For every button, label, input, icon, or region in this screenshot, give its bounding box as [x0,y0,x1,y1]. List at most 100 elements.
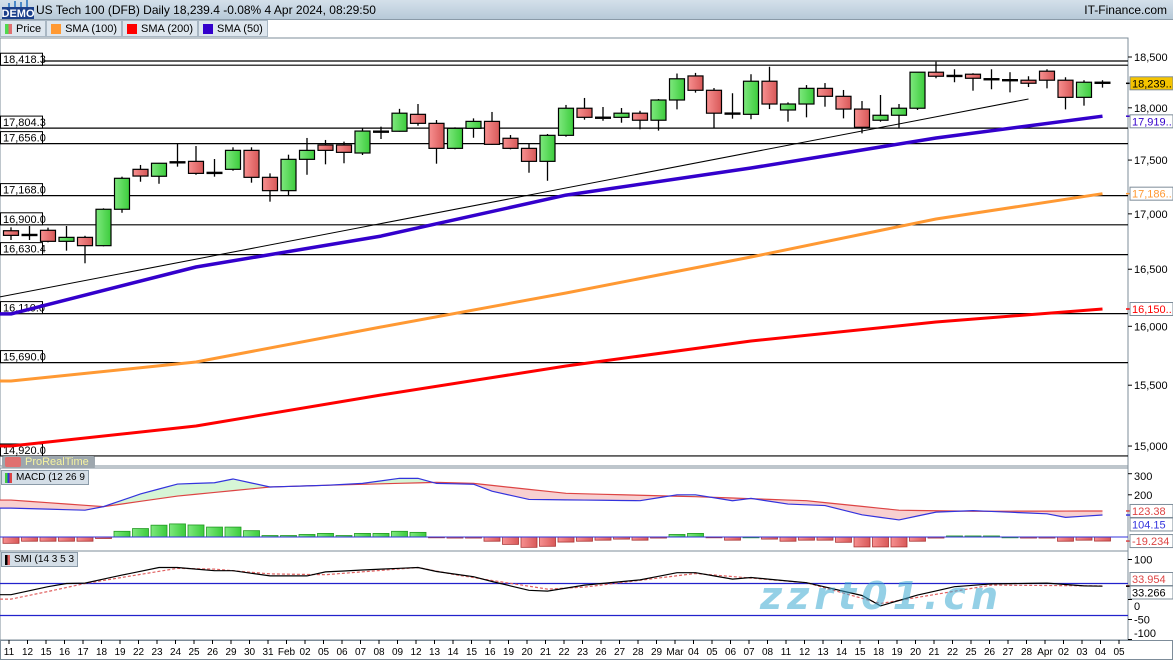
macd-histogram-bar [1094,536,1111,542]
candle [853,101,871,134]
candle [576,97,593,120]
macd-histogram-bar [779,536,797,542]
legend-sma-200[interactable]: SMA (200) [122,20,198,37]
macd-histogram-bar [1020,536,1037,539]
macd-fill [640,495,659,501]
candle [391,108,408,132]
candle-body-up [95,208,112,247]
candle-body-doji [373,130,389,133]
candle [243,147,260,183]
candle-body-down [483,120,501,145]
prorealtime-logo: ProRealTime [2,456,95,468]
x-tick-label: 18 [873,647,885,658]
macd-histogram-bar [650,536,667,539]
macd-fill [270,486,289,487]
candle-body-down [816,87,834,97]
candle [946,69,963,83]
macd-fill [103,500,122,507]
candle [261,173,279,202]
x-tick-label: 23 [151,647,163,658]
macd-fill [1065,511,1084,518]
x-tick-label: 17 [77,647,89,658]
candle [206,159,223,177]
price-swatch-icon [5,24,12,34]
macd-fill [991,511,1010,513]
chart-title: US Tech 100 (DFB) Daily 18,239.4 -0.08% … [36,3,376,17]
value-tag-box [1129,503,1173,518]
x-tick-label: 12 [799,647,811,658]
value-tag-box [1129,186,1173,201]
macd-histogram-bar [206,526,223,538]
macd-fill [48,502,67,510]
candle [613,108,630,123]
value-tag-text: 33.954 [1132,574,1166,586]
candle-body-up [1075,81,1093,98]
smi-swatch-icon [5,554,10,565]
candle [742,74,760,120]
legend-sma-100[interactable]: SMA (100) [46,20,123,37]
macd-histogram-bar [946,535,963,538]
macd-histogram-bar [890,536,908,548]
candle-body-down [409,113,427,124]
macd-fill [418,478,437,484]
macd-fill [325,484,344,486]
level-label: 17,656.0 [3,133,46,145]
macd-fill [233,478,252,491]
x-tick-label: 28 [1021,647,1033,658]
sma-100-swatch-icon [51,24,62,34]
x-tick-label: 06 [725,647,737,658]
macd-histogram-bar [39,536,57,542]
candle [39,227,57,243]
x-tick-label: 02 [299,647,311,658]
macd-histogram-bar [539,536,556,547]
macd-histogram-bar [465,536,482,539]
candle-body-up [779,103,797,111]
candle [687,72,704,93]
candle [1094,80,1111,88]
candle-body-down [576,107,593,118]
candle-body-down [927,71,945,77]
candle [1020,76,1037,88]
x-tick-label: 28 [632,647,644,658]
smi-panel-title[interactable]: SMI (14 3 5 3 [1,552,79,567]
candle-body-doji [1002,79,1018,82]
level-label-box [0,115,43,129]
value-tag-box [1129,572,1173,586]
demo-badge: DEMO [2,8,34,19]
value-tag-box [1129,76,1173,91]
level-label-box [0,350,43,364]
date-axis [0,640,1173,660]
x-tick-label: 13 [817,647,829,658]
candle-body-down [243,149,260,178]
x-tick-label: 19 [891,647,903,658]
candle-body-up [113,177,131,210]
macd-fill [603,494,622,501]
candle-body-up [224,149,242,170]
y-tick-label: 15,500 [1134,380,1168,392]
candle [58,226,75,251]
macd-histogram-bar [798,536,815,541]
candle [520,142,538,173]
legend-sma-50[interactable]: SMA (50) [198,20,268,37]
candle [132,164,149,182]
macd-fill [1047,511,1066,518]
x-tick-label: 25 [188,647,200,658]
macd-fill [917,510,936,517]
legend-price[interactable]: Price [0,20,47,37]
candle [761,66,778,110]
x-tick-label: 29 [225,647,237,658]
x-tick-label: 03 [1076,647,1088,658]
macd-histogram-bar [1057,536,1074,542]
value-tag-box [1129,517,1173,532]
macd-panel-title[interactable]: MACD (12 26 9 [1,470,89,485]
macd-histogram-bar [909,536,926,542]
x-tick-label: 06 [336,647,348,658]
macd-histogram-bar [1075,536,1093,541]
x-tick-label: 27 [614,647,626,658]
value-tag-box [1129,114,1173,129]
macd-fill [529,489,548,500]
macd-fill [732,498,751,501]
macd-histogram-bar [576,536,593,542]
value-tag-text: -19.234 [1132,536,1169,548]
